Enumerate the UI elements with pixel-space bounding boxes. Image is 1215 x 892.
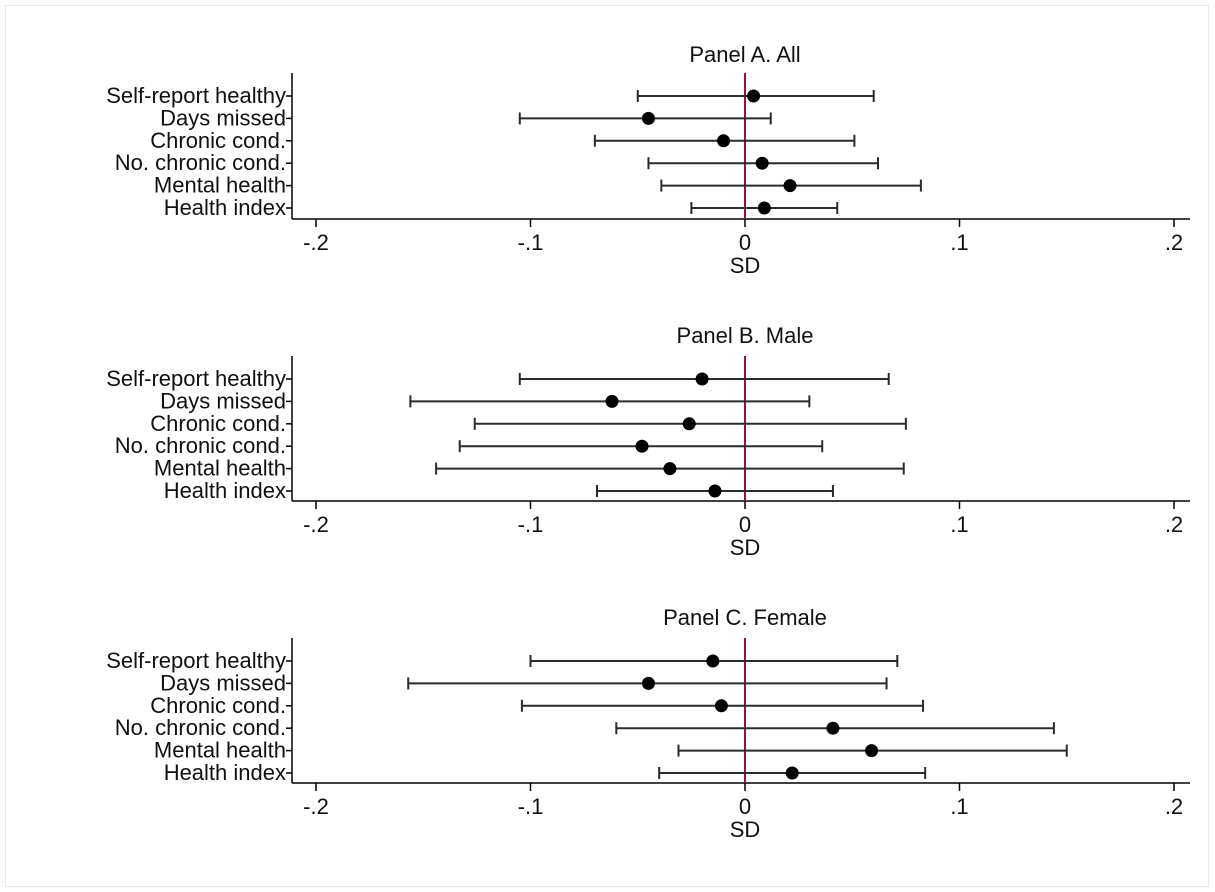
x-axis-title: SD bbox=[730, 817, 761, 842]
x-axis-title: SD bbox=[730, 535, 761, 560]
category-label: No. chronic cond. bbox=[115, 150, 286, 175]
point-estimate bbox=[635, 439, 649, 453]
x-tick-label: -.2 bbox=[303, 512, 329, 537]
x-tick-label: 0 bbox=[739, 794, 751, 819]
x-tick-label: .1 bbox=[950, 230, 968, 255]
point-estimate bbox=[755, 156, 769, 170]
category-label: Mental health bbox=[154, 173, 286, 198]
point-estimate bbox=[708, 484, 722, 498]
category-label: Health index bbox=[164, 195, 286, 220]
point-estimate bbox=[757, 201, 771, 215]
x-tick-label: .1 bbox=[950, 794, 968, 819]
category-label: Health index bbox=[164, 478, 286, 503]
point-estimate bbox=[717, 134, 731, 148]
category-label: Chronic cond. bbox=[150, 693, 286, 718]
chart-frame: Panel A. All -.2 -.1 0 .1 .2 SD Self-report hea… bbox=[5, 5, 1209, 887]
x-tick-label: .1 bbox=[950, 512, 968, 537]
category-label: Mental health bbox=[154, 738, 286, 763]
point-estimate bbox=[663, 462, 677, 476]
category-label: Chronic cond. bbox=[150, 128, 286, 153]
panel-title: Panel A. All bbox=[689, 42, 800, 67]
x-tick-label: .2 bbox=[1165, 512, 1183, 537]
category-label: Days missed bbox=[160, 105, 286, 130]
category-label: Self-report healthy bbox=[106, 366, 286, 391]
point-estimate bbox=[695, 372, 709, 386]
point-estimate bbox=[641, 111, 655, 125]
point-estimate bbox=[865, 744, 879, 758]
x-tick-label: -.1 bbox=[518, 794, 544, 819]
x-tick-label: 0 bbox=[739, 230, 751, 255]
x-axis-title: SD bbox=[730, 253, 761, 278]
coefficient-plot: Panel A. All -.2 -.1 0 .1 .2 SD Self-report hea… bbox=[106, 42, 1190, 842]
category-label: Mental health bbox=[154, 456, 286, 481]
category-label: No. chronic cond. bbox=[115, 715, 286, 740]
point-estimate bbox=[747, 89, 761, 103]
point-estimate bbox=[605, 394, 619, 408]
x-tick-label: -.1 bbox=[518, 512, 544, 537]
point-estimate bbox=[826, 721, 840, 735]
x-tick-label: -.1 bbox=[518, 230, 544, 255]
category-label: No. chronic cond. bbox=[115, 433, 286, 458]
x-tick-label: -.2 bbox=[303, 794, 329, 819]
point-estimate bbox=[706, 654, 720, 668]
category-label: Days missed bbox=[160, 388, 286, 413]
x-tick-label: .2 bbox=[1165, 230, 1183, 255]
category-label: Days missed bbox=[160, 670, 286, 695]
category-label: Self-report healthy bbox=[106, 648, 286, 673]
point-estimate bbox=[714, 699, 728, 713]
point-estimate bbox=[641, 676, 655, 690]
x-tick-label: .2 bbox=[1165, 794, 1183, 819]
point-estimate bbox=[785, 766, 799, 780]
category-label: Self-report healthy bbox=[106, 83, 286, 108]
panel-title: Panel B. Male bbox=[677, 323, 814, 348]
x-tick-label: 0 bbox=[739, 512, 751, 537]
x-tick-label: -.2 bbox=[303, 230, 329, 255]
point-estimate bbox=[682, 417, 696, 431]
panel-title: Panel C. Female bbox=[663, 605, 827, 630]
category-label: Chronic cond. bbox=[150, 411, 286, 436]
point-estimate bbox=[783, 179, 797, 193]
category-label: Health index bbox=[164, 760, 286, 785]
